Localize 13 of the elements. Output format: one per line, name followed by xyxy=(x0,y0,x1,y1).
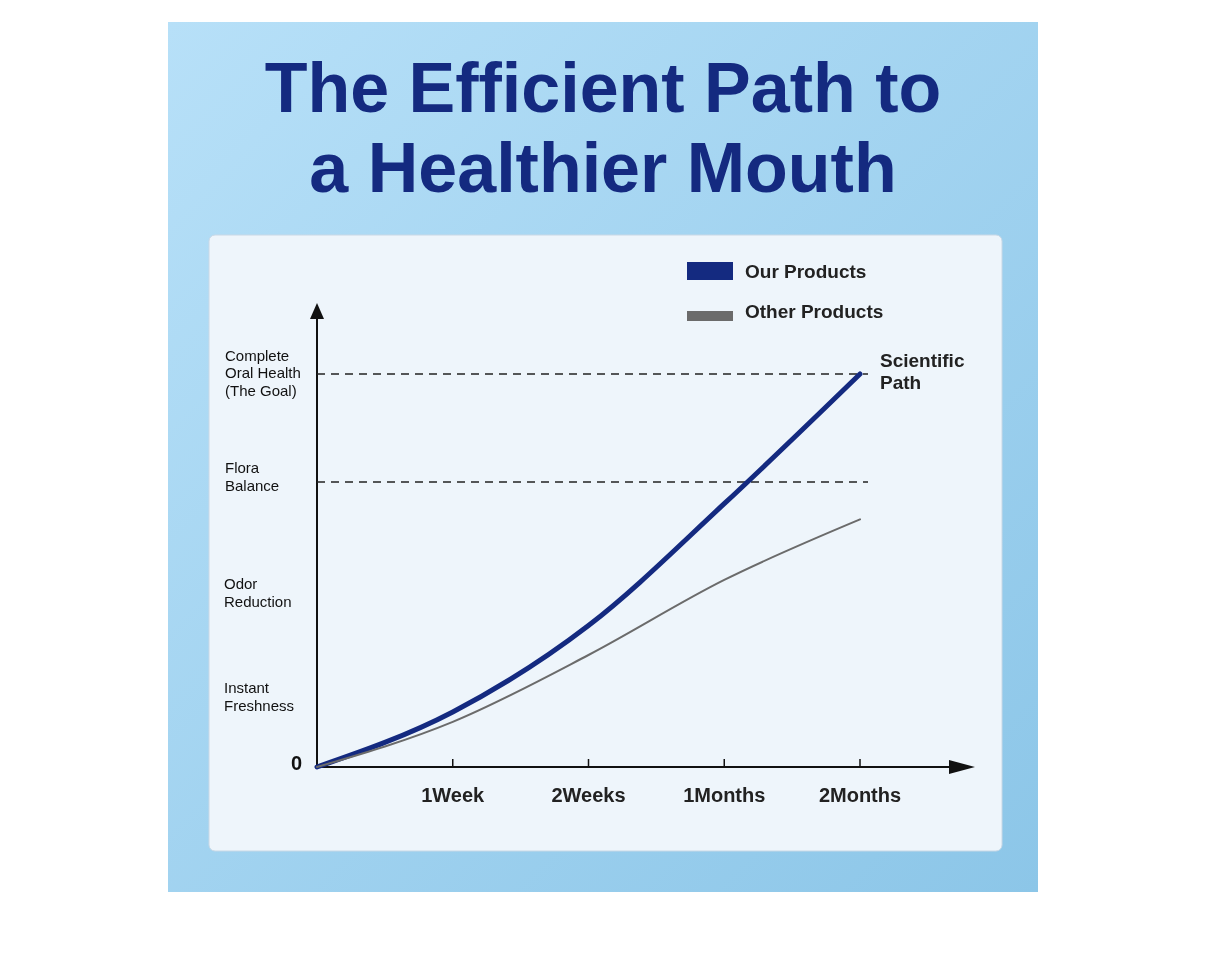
annotation: Scientific Path xyxy=(880,350,965,393)
legend-label: Other Products xyxy=(745,301,884,322)
text: Odor Reduction xyxy=(224,575,292,610)
x-tick-label: 2Weeks xyxy=(551,784,626,806)
x-tick-label: 2Months xyxy=(818,784,902,806)
text: Instant Freshness xyxy=(224,679,295,714)
text: 0 xyxy=(290,752,302,774)
ref-line-label: Complete Oral Health (The Goal) xyxy=(225,346,301,399)
ref-line-label: Flora Balance xyxy=(225,459,280,494)
chart-title: The Efficient Path to a Healthier Mouth xyxy=(264,49,942,207)
legend-label: Our Products xyxy=(745,261,867,282)
x-tick-label: 1Week xyxy=(421,784,486,806)
x-tick-label: 1Months xyxy=(683,784,766,806)
